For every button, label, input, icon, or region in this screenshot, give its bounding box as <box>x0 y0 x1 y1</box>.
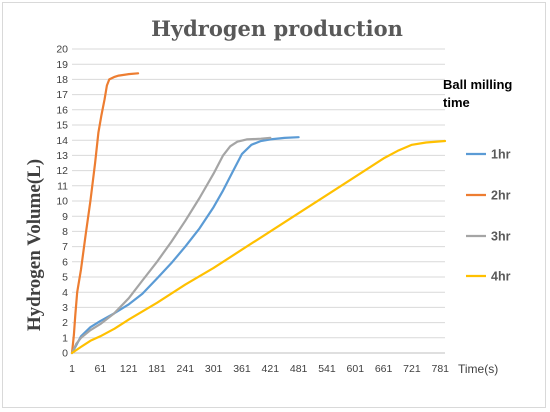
series-line-1hr <box>70 136 300 355</box>
y-tick-label: 4 <box>62 287 68 299</box>
x-tick-label: 781 <box>432 363 450 375</box>
y-tick-label: 19 <box>56 59 68 71</box>
y-tick-label: 15 <box>56 120 68 132</box>
series-line-4hr <box>70 139 447 355</box>
series-line-3hr <box>70 136 272 355</box>
y-tick-label: 1 <box>62 332 68 344</box>
y-tick-label: 13 <box>56 150 68 162</box>
x-tick-label: 1 <box>69 363 75 375</box>
x-tick-label: 541 <box>318 363 336 375</box>
legend-entries: 1hr 2hr 3hr 4hr <box>466 148 511 284</box>
legend-label-1hr: 1hr <box>491 148 511 162</box>
y-tick-label: 2 <box>62 317 68 329</box>
x-tick-label: 601 <box>347 363 365 375</box>
x-tick-label: 661 <box>375 363 393 375</box>
legend-title-line-2: time <box>443 95 470 110</box>
y-tick-label: 6 <box>62 256 68 268</box>
x-tick-label: 721 <box>403 363 421 375</box>
y-tick-label: 16 <box>56 104 68 116</box>
y-tick-label: 0 <box>62 348 68 360</box>
x-tick-label: 361 <box>233 363 251 375</box>
legend-label-4hr: 4hr <box>491 270 511 284</box>
y-tick-label: 17 <box>56 89 68 101</box>
y-tick-label: 11 <box>57 180 68 192</box>
x-axis-label: Time(s) <box>458 362 498 376</box>
y-axis-label: Hydrogen Volume(L) <box>24 159 45 331</box>
legend-title-line-1: Ball milling <box>443 77 512 92</box>
y-tick-label: 12 <box>56 165 68 177</box>
legend: Ball milling time 1hr 2hr 3hr 4hr <box>443 77 512 284</box>
x-tick-labels: 1 61 121 181 241 301 361 421 481 541 601 661 721 781 <box>69 363 449 375</box>
y-tick-label: 10 <box>56 196 68 208</box>
x-tick-label: 481 <box>290 363 308 375</box>
x-tick-label: 61 <box>94 363 106 375</box>
x-tick-label: 181 <box>148 363 166 375</box>
y-tick-label: 9 <box>62 211 68 223</box>
y-tick-label: 5 <box>62 272 68 284</box>
x-tick-label: 121 <box>120 363 138 375</box>
y-tick-label: 14 <box>56 135 68 147</box>
x-tick-label: 241 <box>177 363 195 375</box>
y-tick-label: 8 <box>62 226 68 238</box>
x-tick-label: 421 <box>262 363 280 375</box>
y-tick-label: 20 <box>56 44 68 56</box>
series-lines <box>70 72 447 355</box>
y-tick-label: 18 <box>56 74 68 86</box>
y-tick-label: 7 <box>62 241 68 253</box>
gridlines <box>72 48 445 339</box>
x-tick-label: 301 <box>205 363 223 375</box>
series-line-2hr <box>70 72 140 355</box>
y-tick-label: 3 <box>62 302 68 314</box>
legend-label-3hr: 3hr <box>491 230 511 244</box>
chart-title: Hydrogen production <box>151 16 403 41</box>
legend-label-2hr: 2hr <box>491 189 511 203</box>
